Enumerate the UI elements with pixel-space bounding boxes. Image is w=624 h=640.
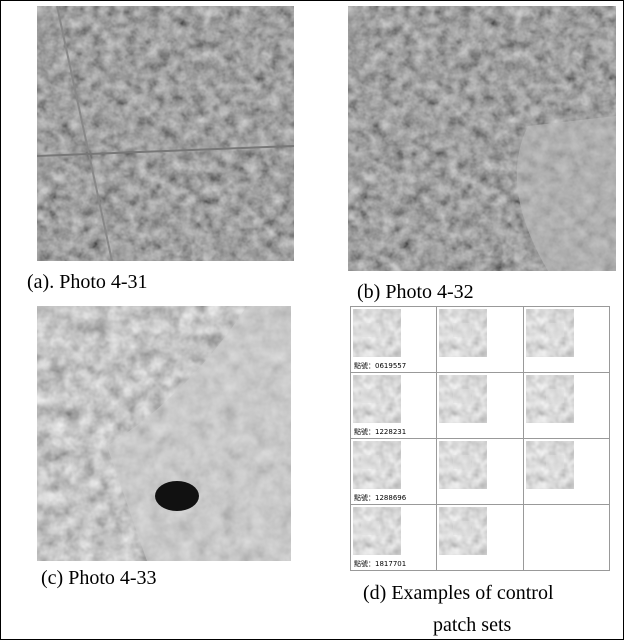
- patch-image: [353, 375, 401, 423]
- patch-label: 點號：1817701: [354, 559, 406, 569]
- patch-image: [439, 309, 487, 357]
- patch-image: [353, 507, 401, 555]
- photo-b: [348, 6, 616, 271]
- patch-table: 點號：0619557 點號：1228231 點號：1288696 點號：1817701: [350, 306, 610, 571]
- patch-image: [353, 309, 401, 357]
- patch-row: 點號：0619557: [351, 307, 610, 373]
- patch-cell: [523, 307, 609, 373]
- patch-image: [526, 441, 574, 489]
- patch-cell: [523, 505, 609, 571]
- patch-cell: [437, 505, 523, 571]
- patch-image: [439, 507, 487, 555]
- patch-image: [439, 441, 487, 489]
- patch-cell: [437, 439, 523, 505]
- patch-row: 點號：1288696: [351, 439, 610, 505]
- photo-c: [37, 306, 291, 561]
- patch-cell: [523, 439, 609, 505]
- patch-row: 點號：1817701: [351, 505, 610, 571]
- caption-a: (a). Photo 4-31: [27, 271, 148, 294]
- patch-cell: [437, 373, 523, 439]
- patch-image: [526, 309, 574, 357]
- patch-label: 點號：0619557: [354, 361, 406, 371]
- photo-a: [37, 6, 294, 261]
- patch-cell: [523, 373, 609, 439]
- figure: (a). Photo 4-31 (b) Photo 4-32 (c) Photo…: [0, 0, 624, 640]
- patch-cell: 點號：1228231: [351, 373, 437, 439]
- patch-cell: [437, 307, 523, 373]
- patch-row: 點號：1228231: [351, 373, 610, 439]
- patch-cell: 點號：0619557: [351, 307, 437, 373]
- patch-image: [526, 375, 574, 423]
- patch-image: [353, 441, 401, 489]
- patch-cell: 點號：1288696: [351, 439, 437, 505]
- patch-cell: 點號：1817701: [351, 505, 437, 571]
- caption-d: (d) Examples of control: [363, 582, 554, 605]
- caption-d: patch sets: [433, 614, 511, 637]
- caption-b: (b) Photo 4-32: [357, 281, 474, 304]
- patch-label: 點號：1228231: [354, 427, 406, 437]
- caption-c: (c) Photo 4-33: [41, 567, 157, 590]
- patch-label: 點號：1288696: [354, 493, 406, 503]
- patch-image: [439, 375, 487, 423]
